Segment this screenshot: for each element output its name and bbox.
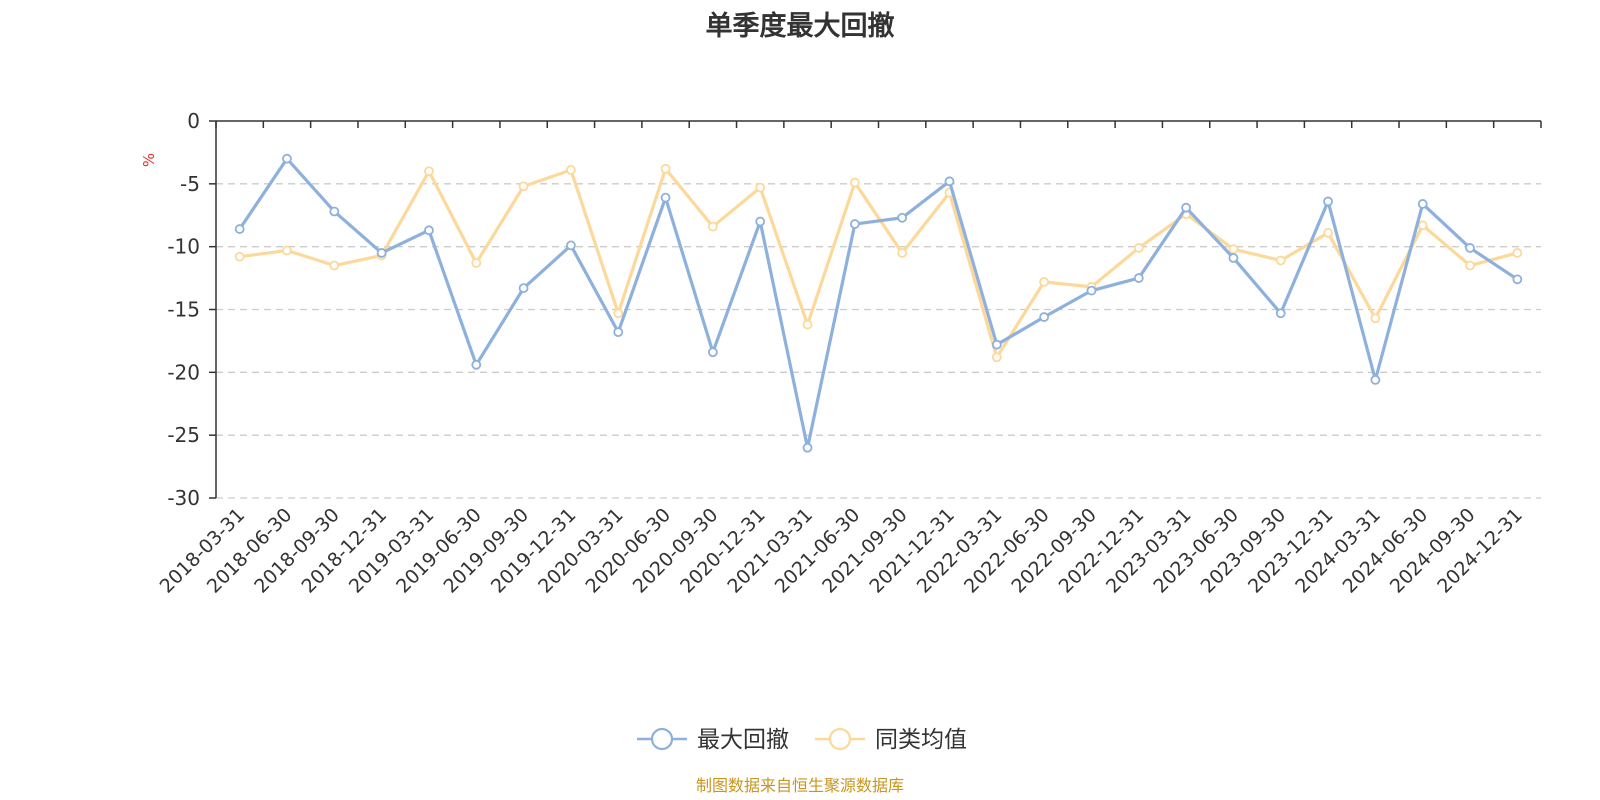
y-axis-label: %: [140, 153, 158, 167]
data-point: [991, 339, 1002, 350]
data-point: [802, 319, 813, 330]
data-point: [707, 221, 718, 232]
data-point: [424, 166, 434, 177]
y-tick-label: -20: [167, 360, 200, 384]
grid-lines: [216, 183, 1541, 499]
data-point: [471, 258, 482, 268]
data-point: [329, 206, 340, 217]
data-point: [897, 248, 908, 258]
data-point: [1512, 248, 1523, 258]
data-point: [376, 248, 387, 258]
legend[interactable]: 最大回撤 同类均值: [637, 727, 967, 753]
data-point: [944, 176, 955, 187]
data-point: [613, 327, 624, 338]
axes: 0-5-10-15-20-25-302018-03-312018-06-3020…: [156, 109, 1542, 598]
data-point: [518, 181, 529, 192]
data-point: [1323, 196, 1333, 207]
data-point: [518, 283, 529, 294]
data-point: [282, 153, 292, 164]
data-point: [755, 182, 766, 193]
data-point: [566, 165, 576, 175]
legend-item[interactable]: 最大回撤: [637, 727, 789, 753]
data-point: [1133, 273, 1144, 283]
y-tick-label: -30: [167, 486, 200, 510]
y-tick-label: 0: [187, 109, 200, 133]
data-point: [282, 245, 292, 256]
data-point: [849, 219, 860, 229]
series: [234, 153, 1523, 453]
data-point: [1417, 220, 1428, 231]
data-point: [897, 212, 908, 223]
data-point: [329, 260, 340, 271]
data-point: [991, 352, 1002, 363]
y-tick-label: -25: [167, 423, 200, 447]
y-tick-label: -15: [167, 298, 200, 322]
source-note: 制图数据来自恒生聚源数据库: [695, 776, 904, 795]
data-point: [234, 224, 245, 234]
data-point: [613, 308, 624, 319]
data-point: [471, 359, 482, 370]
data-point: [1465, 260, 1475, 271]
data-point: [566, 240, 576, 251]
data-point: [1370, 313, 1381, 324]
data-point: [1512, 274, 1523, 285]
legend-marker: [828, 727, 852, 751]
data-point: [1086, 285, 1097, 296]
data-point: [1181, 202, 1191, 213]
y-tick-label: -10: [167, 235, 200, 259]
data-point: [1275, 308, 1286, 319]
legend-label: 同类均值: [875, 727, 967, 753]
data-point: [1133, 243, 1144, 253]
data-point: [1039, 276, 1050, 287]
data-point: [1228, 253, 1239, 263]
series-line: [238, 157, 1519, 450]
data-point: [1465, 243, 1475, 253]
series-line: [239, 167, 1518, 359]
chart-title: 单季度最大回撤: [705, 11, 895, 42]
data-point: [1275, 255, 1286, 266]
data-point: [660, 163, 671, 174]
data-point: [1323, 227, 1333, 238]
legend-marker: [650, 727, 674, 751]
data-point: [707, 347, 718, 358]
series-1: [234, 153, 1523, 453]
legend-item[interactable]: 同类均值: [815, 727, 967, 753]
data-point: [755, 216, 766, 227]
y-tick-label: -5: [180, 172, 200, 196]
series-2: [234, 163, 1523, 363]
data-point: [1370, 374, 1381, 385]
data-point: [1039, 312, 1050, 322]
data-point: [660, 192, 671, 203]
data-point: [424, 225, 434, 236]
legend-label: 最大回撤: [697, 727, 789, 753]
data-point: [1228, 244, 1239, 255]
data-point: [849, 177, 860, 188]
data-point: [234, 251, 245, 262]
data-point: [1417, 199, 1428, 209]
data-point: [802, 442, 813, 453]
